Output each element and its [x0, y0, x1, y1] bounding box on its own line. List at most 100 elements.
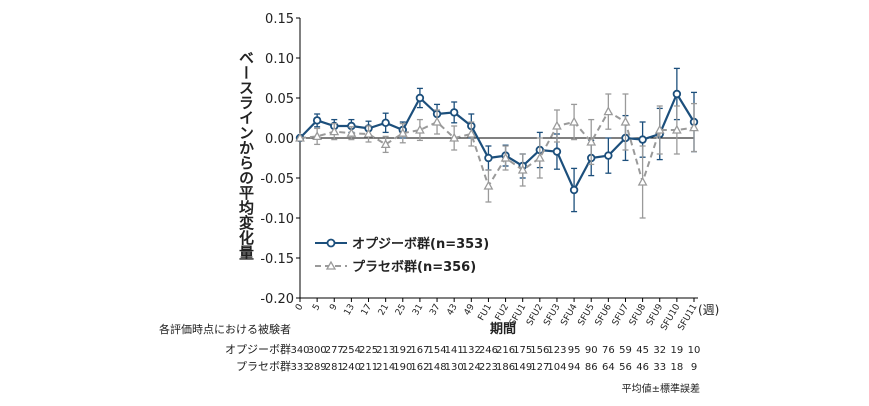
subjects-count: 192	[393, 345, 412, 356]
y-tick-label: -0.20	[260, 292, 294, 307]
subjects-count: 59	[619, 345, 632, 356]
subjects-count: 56	[619, 362, 632, 373]
series-1-point	[672, 89, 682, 99]
x-tick-label: SFU5	[577, 303, 597, 328]
series-1-point	[569, 185, 579, 195]
x-tick-label: 17	[360, 303, 374, 318]
x-tick-label: 31	[411, 303, 425, 318]
subjects-count: 190	[393, 362, 412, 373]
x-tick-label: SFU2	[525, 303, 545, 328]
subjects-count: 45	[636, 345, 649, 356]
series-1-point	[638, 135, 647, 144]
series-2-point	[552, 120, 562, 130]
subjects-count: 300	[308, 345, 327, 356]
subjects-count: 10	[688, 345, 701, 356]
series-2-point	[637, 176, 648, 186]
x-axis-title: 期間	[490, 322, 516, 337]
series-1-point	[449, 108, 459, 117]
subjects-count: 95	[568, 345, 581, 356]
legend-marker-1	[326, 238, 336, 248]
subjects-count: 240	[342, 362, 361, 373]
subjects-count: 86	[585, 362, 598, 373]
subjects-row-label: プラセボ群	[236, 359, 291, 373]
subjects-count: 141	[445, 345, 464, 356]
series-2-point	[534, 152, 545, 162]
x-tick-label: FU1	[477, 303, 494, 323]
subjects-title: 各評価時点における被験者	[159, 322, 291, 336]
subjects-count: 214	[376, 362, 395, 373]
subjects-count: 167	[410, 345, 429, 356]
subjects-count: 148	[427, 362, 446, 373]
series-2-point	[500, 152, 511, 162]
subjects-count: 19	[671, 345, 684, 356]
x-tick-label: 37	[428, 303, 442, 318]
series-1-point	[484, 153, 493, 163]
x-tick-label: SFU1	[508, 303, 528, 328]
subjects-count: 123	[547, 345, 566, 356]
subjects-count: 18	[671, 362, 684, 373]
x-tick-label: 0	[294, 302, 306, 312]
x-tick-label: 49	[463, 302, 478, 317]
subjects-count: 127	[530, 362, 549, 373]
subjects-count: 162	[410, 362, 429, 373]
subjects-count: 46	[636, 362, 649, 373]
subjects-count: 254	[342, 345, 361, 356]
subjects-count: 186	[496, 362, 515, 373]
x-axis-unit: (週)	[698, 303, 719, 317]
series-2-point	[603, 106, 614, 116]
x-tick-label: 21	[377, 303, 391, 318]
y-tick-label: 0.00	[265, 132, 294, 147]
y-axis-title: ベースラインからの平均変化量	[237, 50, 255, 260]
series-2-point	[415, 124, 425, 134]
subjects-count: 281	[325, 362, 344, 373]
x-tick-label: 13	[343, 303, 357, 318]
series-2-point	[689, 122, 699, 132]
footnote: 平均値±標準誤差	[622, 382, 700, 395]
series-2-point	[517, 164, 528, 174]
subjects-count: 9	[691, 362, 697, 373]
series-1-point	[552, 147, 562, 156]
subjects-count: 216	[496, 345, 515, 356]
x-tick-label: 9	[328, 302, 340, 312]
subjects-count: 175	[513, 345, 532, 356]
series-2-point	[295, 132, 305, 142]
x-tick-label: 25	[394, 303, 408, 318]
series-2-point	[586, 136, 597, 146]
subjects-count: 124	[462, 362, 481, 373]
subjects-count: 333	[290, 362, 309, 373]
subjects-row-label: オプジーボ群	[225, 342, 291, 356]
subjects-count: 340	[290, 345, 309, 356]
subjects-count: 213	[376, 345, 395, 356]
y-tick-label: 0.10	[265, 52, 294, 67]
y-tick-label: -0.15	[260, 252, 294, 267]
subjects-count: 277	[325, 345, 344, 356]
legend-label-1: オプジーボ群(n=353)	[352, 236, 489, 252]
series-2-point	[671, 124, 682, 134]
series-1-point	[604, 151, 613, 160]
subjects-count: 154	[427, 345, 446, 356]
subjects-count: 104	[547, 362, 566, 373]
series-2-point	[363, 128, 374, 138]
series-2-point	[312, 131, 323, 141]
series-2-point	[466, 128, 477, 138]
subjects-count: 289	[308, 362, 327, 373]
series-2-point	[569, 116, 579, 126]
subjects-count: 32	[653, 345, 666, 356]
y-tick-label: 0.15	[265, 12, 294, 27]
subjects-count: 246	[479, 345, 498, 356]
series-2-point	[380, 139, 391, 149]
subjects-count: 225	[359, 345, 378, 356]
series-2-point	[432, 116, 442, 126]
subjects-count: 94	[568, 362, 581, 373]
series-2-line	[299, 110, 695, 189]
subjects-count: 76	[602, 345, 615, 356]
series-1-point	[415, 93, 425, 103]
series-2-point	[483, 180, 494, 190]
series-2-point	[346, 127, 357, 137]
series-2-point	[654, 124, 665, 134]
subjects-count: 90	[585, 345, 598, 356]
subjects-count: 33	[653, 362, 666, 373]
subjects-count: 156	[530, 345, 549, 356]
